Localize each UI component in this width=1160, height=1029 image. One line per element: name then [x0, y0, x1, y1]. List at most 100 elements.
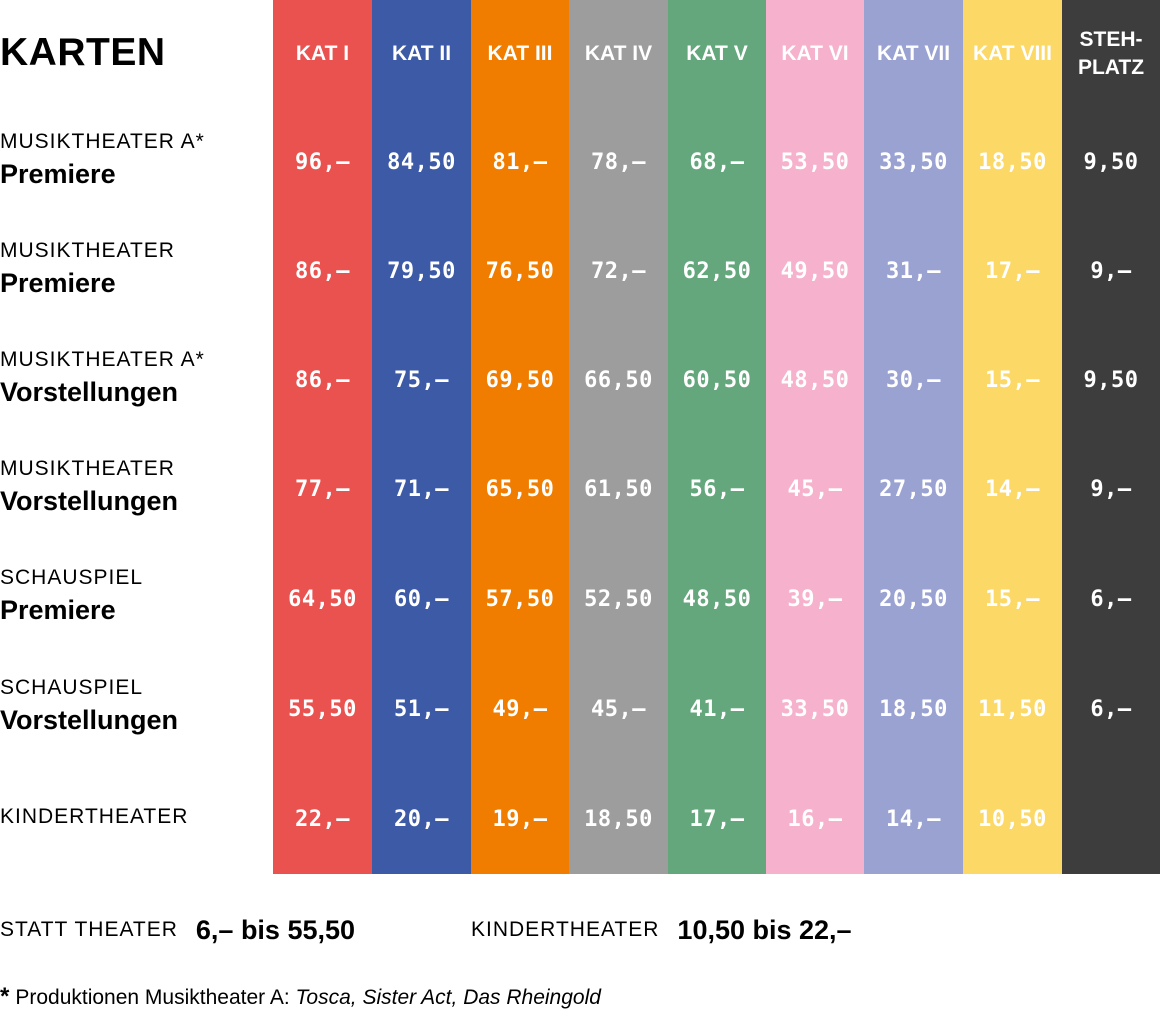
price-cell: 9,50 [1083, 150, 1139, 175]
price-cell: 15,– [985, 368, 1040, 393]
row-label: MUSIKTHEATER A* Premiere [0, 128, 205, 192]
statt-theater-label: STATT THEATER [0, 918, 178, 941]
row-type: Premiere [0, 595, 116, 625]
price-cell: 86,– [295, 368, 350, 393]
row-label: SCHAUSPIEL Vorstellungen [0, 674, 178, 738]
footnote: * Produktionen Musiktheater A: Tosca, Sis… [0, 980, 601, 1015]
row-type: Vorstellungen [0, 377, 179, 407]
row-label: MUSIKTHEATER Vorstellungen [0, 455, 178, 519]
price-cell: 15,– [985, 587, 1040, 612]
price-cell: 62,50 [682, 259, 752, 284]
column-kat5: KAT V 68,– 62,50 60,50 56,– 48,50 41,– 17,– [668, 0, 766, 874]
price-cell: 6,– [1090, 697, 1132, 722]
price-cell: 20,– [394, 807, 449, 832]
column-header-steh: STEH- PLATZ [1062, 26, 1160, 82]
price-cell: 64,50 [288, 587, 357, 612]
kindertheater-label: KINDERTHEATER [471, 918, 660, 941]
price-cell: 76,50 [485, 259, 555, 284]
price-cell: 6,– [1090, 587, 1132, 612]
price-cell: 79,50 [387, 259, 456, 284]
page-title: KARTEN [0, 31, 166, 74]
row-category: MUSIKTHEATER [0, 457, 175, 480]
row-type: Premiere [0, 268, 116, 298]
price-cell: 10,50 [978, 807, 1047, 832]
price-cell: 18,50 [978, 150, 1047, 175]
row-category: SCHAUSPIEL [0, 676, 144, 699]
price-cell: 17,– [689, 807, 745, 832]
row-category: MUSIKTHEATER A* [0, 348, 205, 371]
price-cell: 51,– [394, 697, 449, 722]
row-category: SCHAUSPIEL [0, 566, 144, 589]
price-cell: 84,50 [387, 150, 456, 175]
price-cell: 20,50 [879, 587, 948, 612]
price-cell: 55,50 [288, 697, 357, 722]
price-cell: 16,– [787, 807, 843, 832]
price-cell: 68,– [689, 150, 745, 175]
column-header-kat2: KAT II [391, 42, 452, 65]
price-cell: 49,– [492, 697, 548, 722]
column-kat4: KAT IV 78,– 72,– 66,50 61,50 52,50 45,– 18,50 [569, 0, 668, 874]
statt-theater-range: 6,– bis 55,50 [195, 915, 356, 945]
row-category: MUSIKTHEATER A* [0, 130, 205, 153]
column-header-kat1: KAT I [295, 42, 350, 65]
price-cell: 45,– [787, 477, 843, 502]
price-cell: 60,50 [682, 368, 752, 393]
price-cell: 18,50 [879, 697, 948, 722]
price-cell: 49,50 [780, 259, 850, 284]
column-header-kat3: KAT III [487, 42, 553, 65]
price-cell: 48,50 [780, 368, 850, 393]
price-cell: 33,50 [780, 697, 850, 722]
row-category: MUSIKTHEATER [0, 239, 175, 262]
price-cell: 9,50 [1083, 368, 1139, 393]
price-cell: 56,– [689, 477, 745, 502]
row-label: SCHAUSPIEL Premiere [0, 564, 143, 628]
price-cell: 17,– [985, 259, 1040, 284]
row-label: MUSIKTHEATER A* Vorstellungen [0, 346, 205, 410]
column-header-kat7: KAT VII [876, 42, 951, 65]
statt-theater-summary: STATT THEATER 6,– bis 55,50 [0, 906, 355, 954]
kindertheater-summary: KINDERTHEATER 10,50 bis 22,– [471, 906, 852, 954]
price-cell: 14,– [985, 477, 1040, 502]
column-header-kat5: KAT V [686, 42, 748, 65]
column-kat6: KAT VI 53,50 49,50 48,50 45,– 39,– 33,50 16,– [766, 0, 864, 874]
row-type: Vorstellungen [0, 705, 179, 735]
column-header-kat8: KAT VIII [973, 42, 1052, 65]
price-cell: 53,50 [780, 150, 850, 175]
column-header-kat4: KAT IV [584, 42, 653, 65]
price-cell: 31,– [886, 259, 941, 284]
column-steh: STEH- PLATZ 9,50 9,– 9,50 9,– 6,– 6,– [1062, 0, 1160, 874]
price-cell: 9,– [1090, 259, 1132, 284]
footnote-text: Produktionen Musiktheater A: [15, 986, 296, 1009]
price-cell: 60,– [394, 587, 449, 612]
row-type: Premiere [0, 159, 116, 189]
price-cell: 41,– [689, 697, 745, 722]
kindertheater-range: 10,50 bis 22,– [677, 915, 852, 945]
price-cell: 19,– [492, 807, 548, 832]
column-kat8: KAT VIII 18,50 17,– 15,– 14,– 15,– 11,50 10,50 [963, 0, 1062, 874]
price-cell: 22,– [295, 807, 350, 832]
price-cell: 14,– [886, 807, 941, 832]
price-cell: 96,– [295, 150, 350, 175]
price-cell: 61,50 [584, 477, 653, 502]
price-cell: 27,50 [879, 477, 948, 502]
price-cell: 30,– [886, 368, 941, 393]
price-cell: 65,50 [485, 477, 555, 502]
price-cell: 86,– [295, 259, 350, 284]
price-cell: 9,– [1090, 477, 1132, 502]
price-cell: 66,50 [584, 368, 653, 393]
price-cell: 75,– [394, 368, 449, 393]
price-cell: 33,50 [879, 150, 948, 175]
row-label: MUSIKTHEATER Premiere [0, 237, 175, 301]
price-cell: 81,– [492, 150, 548, 175]
price-cell [1062, 800, 1160, 840]
row-type: Vorstellungen [0, 486, 179, 516]
price-cell: 71,– [394, 477, 449, 502]
price-cell: 69,50 [485, 368, 555, 393]
column-kat2: KAT II 84,50 79,50 75,– 71,– 60,– 51,– 20,– [372, 0, 471, 874]
price-cell: 72,– [591, 259, 646, 284]
price-cell: 77,– [295, 477, 350, 502]
column-kat3: KAT III 81,– 76,50 69,50 65,50 57,50 49,– 19,– [471, 0, 569, 874]
footnote-asterisk: * [0, 983, 10, 1010]
column-kat7: KAT VII 33,50 31,– 30,– 27,50 20,50 18,50 14,– [864, 0, 963, 874]
price-cell: 78,– [591, 150, 646, 175]
